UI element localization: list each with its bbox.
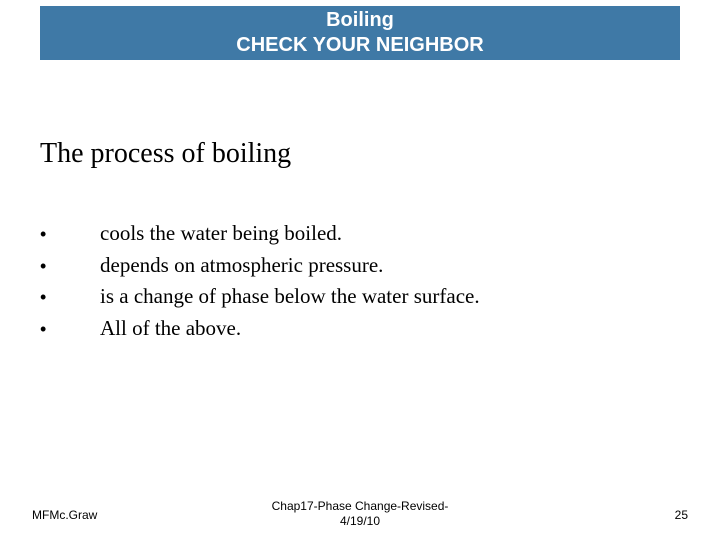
bullet-text: cools the water being boiled.: [100, 218, 342, 250]
question-heading: The process of boiling: [40, 138, 291, 170]
header-subtitle: CHECK YOUR NEIGHBOR: [236, 33, 483, 58]
bullet-list: • cools the water being boiled. • depend…: [40, 218, 680, 344]
list-item: • depends on atmospheric pressure.: [40, 250, 680, 282]
bullet-icon: •: [40, 253, 100, 280]
bullet-icon: •: [40, 316, 100, 343]
bullet-text: All of the above.: [100, 313, 241, 345]
list-item: • is a change of phase below the water s…: [40, 281, 680, 313]
footer-center-line1: Chap17-Phase Change-Revised-: [272, 499, 449, 513]
footer-center: Chap17-Phase Change-Revised- 4/19/10: [0, 499, 720, 530]
bullet-icon: •: [40, 284, 100, 311]
footer-page-number: 25: [675, 508, 688, 522]
slide-footer: MFMc.Graw Chap17-Phase Change-Revised- 4…: [0, 494, 720, 530]
bullet-icon: •: [40, 221, 100, 248]
header-title: Boiling: [326, 8, 394, 33]
slide-header: Boiling CHECK YOUR NEIGHBOR: [40, 6, 680, 60]
list-item: • All of the above.: [40, 313, 680, 345]
bullet-text: is a change of phase below the water sur…: [100, 281, 480, 313]
list-item: • cools the water being boiled.: [40, 218, 680, 250]
slide: Boiling CHECK YOUR NEIGHBOR The process …: [0, 0, 720, 540]
footer-center-line2: 4/19/10: [340, 514, 380, 528]
bullet-text: depends on atmospheric pressure.: [100, 250, 383, 282]
